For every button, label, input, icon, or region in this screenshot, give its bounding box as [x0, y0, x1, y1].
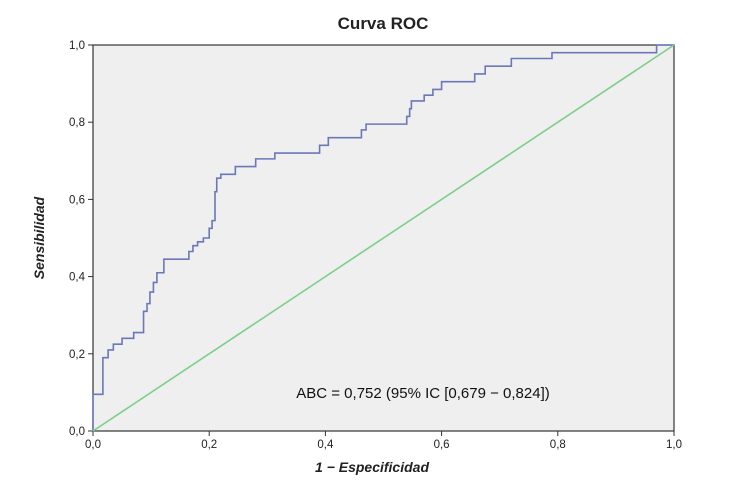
y-axis-label: Sensibilidad [31, 196, 47, 279]
annotation-abc: ABC = 0,752 (95% IC [0,679 − 0,824]) [296, 385, 550, 402]
reference-diagonal-line [92, 44, 675, 432]
x-tick-label: 0,8 [550, 439, 566, 451]
x-tick-label: 1,0 [666, 439, 682, 451]
x-axis-label: 1 − Especificidad [315, 459, 429, 475]
y-tick-label: 0,8 [69, 117, 85, 129]
y-axis-ticks: 0,0 0,2 0,4 0,6 0,8 1,0 [69, 40, 93, 438]
x-tick-label: 0,4 [317, 439, 334, 451]
y-tick-label: 0,0 [69, 426, 85, 438]
y-tick-label: 0,4 [69, 272, 86, 284]
x-tick-label: 0,2 [201, 439, 217, 451]
y-tick-label: 1,0 [69, 40, 85, 52]
x-tick-label: 0,6 [434, 439, 450, 451]
y-tick-label: 0,2 [69, 349, 85, 361]
chart-title: Curva ROC [338, 14, 429, 33]
x-axis-ticks: 0,0 0,2 0,4 0,6 0,8 1,0 [85, 431, 682, 451]
x-tick-label: 0,0 [85, 439, 101, 451]
y-tick-label: 0,6 [69, 194, 85, 206]
roc-curve-line [92, 44, 674, 431]
series-layer [92, 44, 675, 432]
